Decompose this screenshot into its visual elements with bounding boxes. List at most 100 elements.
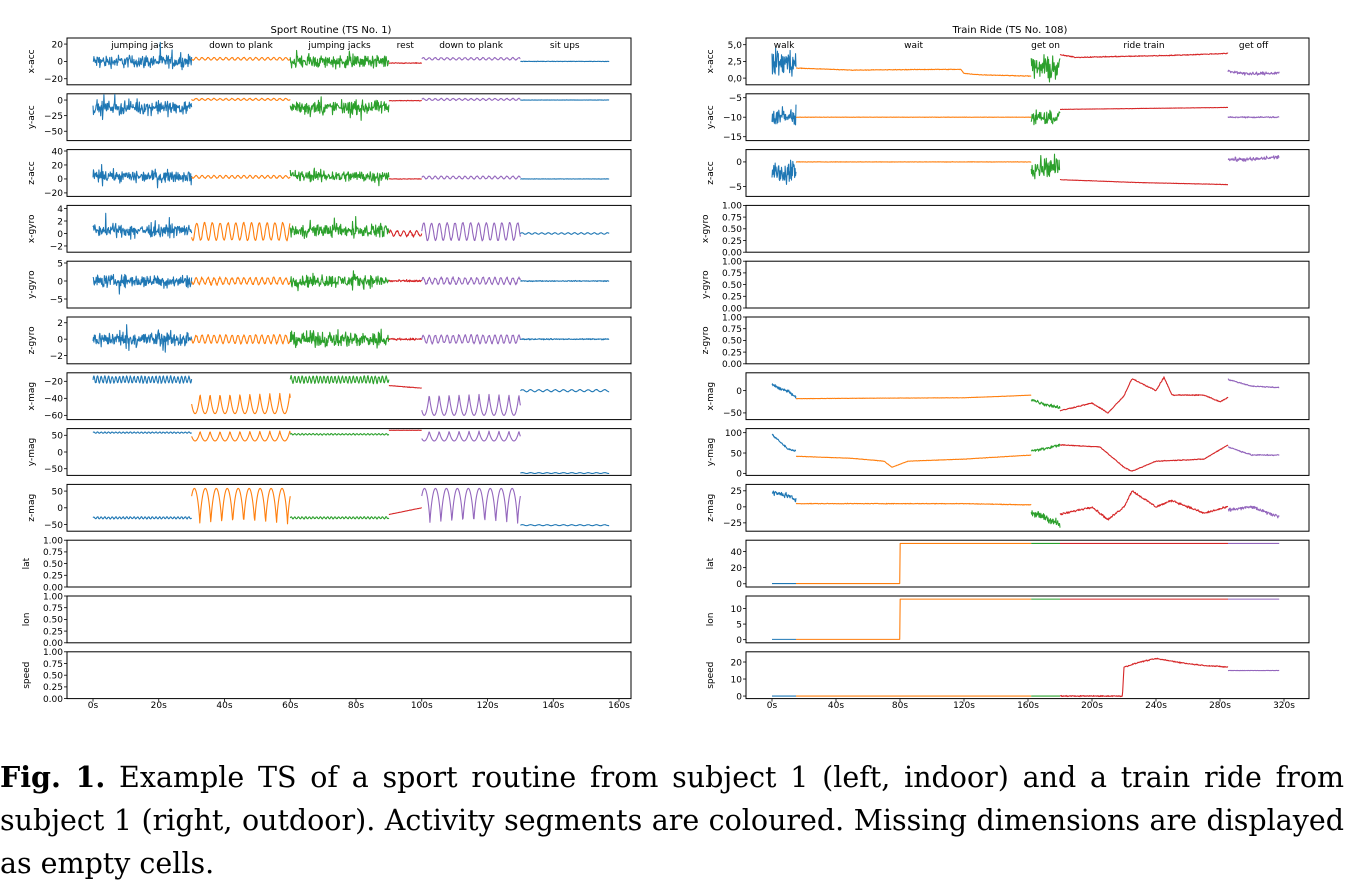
y-axis-label: y-gyro — [701, 270, 711, 299]
series-line-y-mag-segment-3 — [1030, 443, 1061, 452]
y-tick-label: −5 — [50, 295, 63, 305]
y-tick-label: −60 — [44, 412, 63, 422]
segment-label: ride train — [1123, 41, 1164, 51]
y-tick-label: 0 — [57, 448, 63, 458]
x-tick-label: 40s — [828, 701, 844, 711]
y-tick-label: 20 — [52, 161, 64, 171]
subplot-speed: speed 1.00 0.75 0.500.25 0.00 — [22, 648, 632, 705]
series-line-x-acc-segment-5 — [1227, 69, 1280, 76]
segment-label: sit ups — [550, 41, 580, 51]
y-tick-label: 0 — [57, 335, 63, 345]
series-line-z-mag-segment-5 — [421, 487, 521, 524]
y-tick-label: 10 — [731, 605, 743, 615]
series-line-y-acc-segment-2 — [191, 97, 291, 102]
series-line-y-mag-segment-6 — [520, 472, 610, 475]
y-tick-label: 50 — [731, 449, 743, 459]
y-tick-label: −20 — [44, 378, 63, 388]
y-tick-label: 0.00 — [43, 695, 63, 705]
y-tick-label: −50 — [44, 128, 63, 138]
subplot-frame — [66, 260, 632, 309]
y-tick-label: −50 — [44, 521, 63, 531]
y-tick-label: −2 — [50, 242, 63, 252]
y-tick-label: 0.50 — [722, 337, 742, 347]
y-tick-label: 0.00 — [722, 249, 742, 259]
series-line-y-mag-segment-1 — [771, 433, 797, 452]
y-axis-label: z-gyro — [701, 326, 711, 355]
subplot-frame — [745, 595, 1310, 644]
y-axis-label: lat — [22, 557, 32, 569]
series-line-z-acc-segment-2 — [795, 161, 1032, 163]
subplot-frame — [745, 260, 1310, 309]
y-tick-label: 0 — [736, 470, 742, 480]
y-tick-label: 0.75 — [43, 604, 63, 614]
series-line-z-acc-segment-1 — [92, 164, 193, 189]
y-tick-label: −10 — [723, 114, 742, 124]
y-tick-label: 0.50 — [43, 560, 63, 570]
subplot-z-acc: z-acc 0 −5 — [706, 149, 1310, 197]
y-tick-label: 0.50 — [722, 225, 742, 235]
series-line-z-mag-segment-2 — [191, 487, 291, 525]
y-tick-label: 20 — [52, 40, 64, 50]
y-axis-label: speed — [22, 662, 32, 689]
series-line-z-gyro-segment-1 — [92, 324, 193, 353]
y-axis-label: y-gyro — [27, 270, 37, 299]
y-tick-label: 40 — [52, 147, 64, 157]
series-line-y-gyro-segment-2 — [191, 276, 291, 286]
y-tick-label: 0.75 — [722, 269, 742, 279]
y-tick-label: 4 — [57, 205, 63, 215]
series-line-x-mag-segment-4 — [1059, 376, 1229, 414]
x-tick-label: 80s — [348, 701, 364, 711]
segment-label: jumping jacks — [110, 41, 174, 51]
x-tick-label: 80s — [892, 701, 908, 711]
y-tick-label: 50 — [52, 487, 64, 497]
y-tick-label: 20 — [731, 564, 743, 574]
series-line-z-mag-segment-3 — [289, 516, 390, 520]
y-tick-label: −25 — [723, 519, 742, 529]
subplot-speed: speed 20 10 0 — [706, 651, 1310, 702]
subplot-frame — [66, 204, 632, 253]
x-tick-label: 60s — [282, 701, 298, 711]
y-tick-label: −20 — [44, 189, 63, 199]
y-tick-label: 0.25 — [722, 348, 742, 358]
subplot-frame — [66, 651, 632, 700]
y-tick-label: 0 — [736, 636, 742, 646]
series-line-z-acc-segment-5 — [1227, 155, 1280, 163]
panel-title: Train Ride (TS No. 108) — [952, 25, 1068, 36]
series-line-z-acc-segment-5 — [421, 175, 521, 180]
series-line-x-mag-segment-5 — [1227, 378, 1280, 389]
series-line-z-mag-segment-6 — [520, 524, 610, 527]
x-tick-label: 0s — [88, 701, 99, 711]
subplot-frame — [745, 149, 1310, 197]
y-tick-label: 0.00 — [43, 583, 63, 593]
y-axis-label: lat — [706, 557, 716, 569]
y-axis-label: y-mag — [27, 438, 37, 466]
series-line-y-acc-segment-3 — [1030, 109, 1061, 126]
y-tick-label: −5 — [729, 183, 742, 193]
x-tick-label: 120s — [477, 701, 499, 711]
series-line-x-gyro-segment-1 — [92, 212, 193, 240]
y-tick-label: 2 — [57, 217, 63, 227]
caption-text: Example TS of a sport routine from subje… — [0, 761, 1344, 880]
segment-label: walk — [774, 41, 795, 51]
x-tick-label: 160s — [1017, 701, 1039, 711]
x-tick-label: 240s — [1145, 701, 1167, 711]
series-line-y-acc-segment-5 — [1227, 116, 1280, 119]
subplot-frame — [745, 372, 1310, 421]
subplot-frame — [66, 93, 632, 142]
segment-label: down to plank — [209, 41, 273, 51]
subplot-x-gyro: x-gyro 1.000.75 0.50 0.25 0.00 — [701, 202, 1310, 259]
y-tick-label: 20 — [731, 658, 743, 668]
y-axis-label: z-mag — [27, 494, 37, 522]
subplot-frame — [745, 539, 1310, 588]
series-line-y-gyro-segment-1 — [92, 273, 193, 295]
series-line-y-gyro-segment-6 — [520, 279, 610, 283]
y-tick-label: 1.00 — [43, 648, 63, 658]
subplot-z-mag: z-mag 25 0 −25 — [706, 483, 1310, 532]
y-axis-label: z-mag — [706, 494, 716, 522]
subplot-frame — [66, 372, 632, 421]
y-axis-label: y-mag — [706, 438, 716, 466]
right-panel-train-ride: Train Ride (TS No. 108) x-acc 5,0 2,5 0,0 wal… — [701, 25, 1310, 711]
x-tick-label: 140s — [542, 701, 564, 711]
series-line-x-acc-segment-6 — [520, 60, 610, 63]
series-line-x-gyro-segment-5 — [421, 221, 521, 242]
